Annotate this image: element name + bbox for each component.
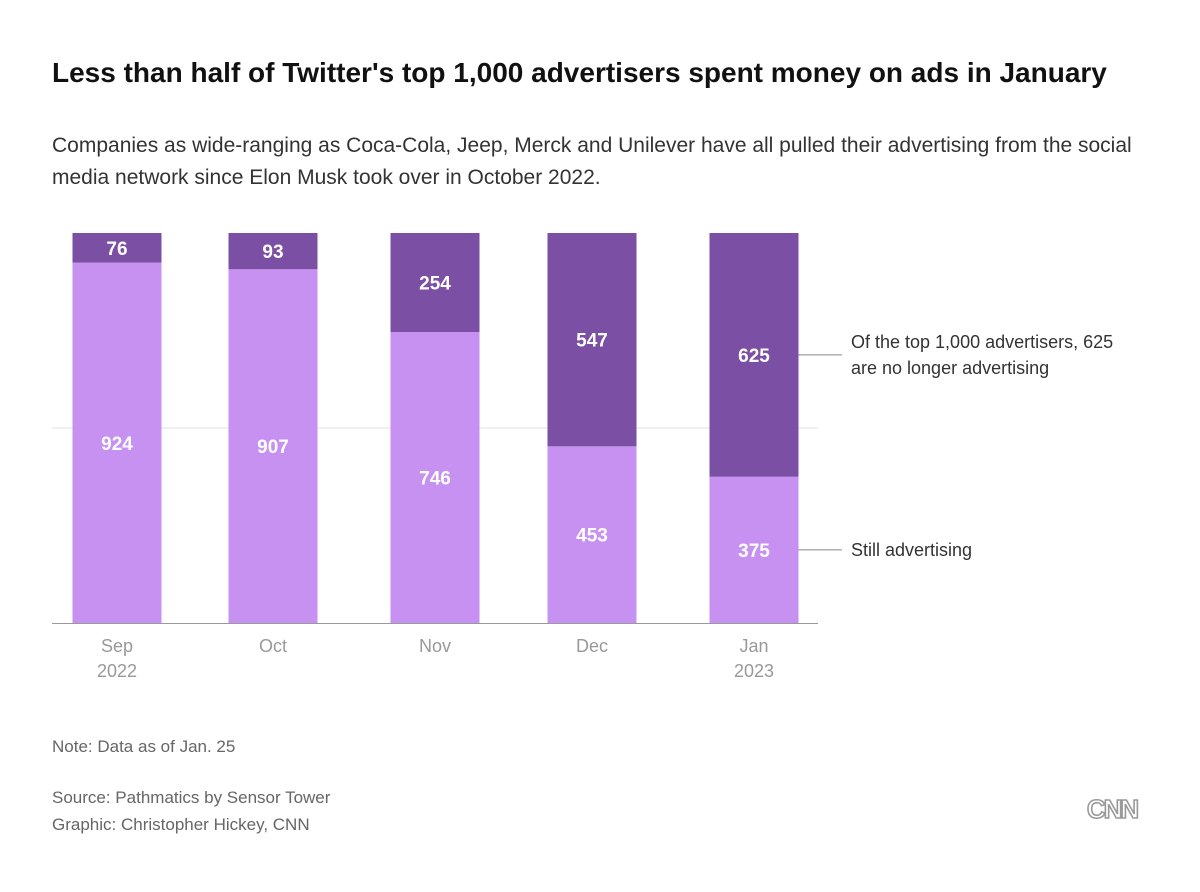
cnn-logo: CNN [1086,794,1141,824]
chart-title: Less than half of Twitter's top 1,000 ad… [52,57,1107,88]
data-label-still: 746 [419,469,451,490]
data-label-no-longer: 93 [262,242,283,263]
bar-no-longer-advertising [72,233,162,263]
bar-no-longer-advertising [709,233,799,477]
annotation-text: Still advertising [851,540,972,560]
bar-still-advertising [709,476,799,623]
x-tick-label: Jan [739,636,768,656]
cnn-logo-text: CNN [1087,794,1139,824]
data-label-still: 375 [738,541,770,562]
chart-credit: Graphic: Christopher Hickey, CNN [52,815,310,834]
data-label-no-longer: 76 [106,239,127,260]
data-label-still: 924 [101,434,133,455]
x-tick-label: 2023 [734,661,774,681]
chart-subtitle: Companies as wide-ranging as Coca-Cola, … [52,134,1132,189]
annotation-text: are no longer advertising [851,358,1049,378]
bar-still-advertising [72,262,162,623]
bar-no-longer-advertising [228,233,318,270]
bar-no-longer-advertising [547,233,637,447]
data-label-still: 907 [257,437,289,458]
annotation-text: Of the top 1,000 advertisers, 625 [851,332,1113,352]
bar-still-advertising [228,269,318,623]
data-label-no-longer: 625 [738,346,770,367]
x-tick-label: Oct [259,636,287,656]
chart-source: Source: Pathmatics by Sensor Tower [52,788,331,807]
chart-note: Note: Data as of Jan. 25 [52,737,236,756]
x-tick-label: Sep [101,636,133,656]
x-tick-label: 2022 [97,661,137,681]
x-tick-label: Dec [576,636,608,656]
bar-no-longer-advertising [390,233,480,333]
bar-still-advertising [547,446,637,623]
data-label-still: 453 [576,526,608,547]
bar-still-advertising [390,332,480,623]
data-label-no-longer: 254 [419,274,451,295]
data-label-no-longer: 547 [576,331,608,352]
x-tick-label: Nov [419,636,451,656]
